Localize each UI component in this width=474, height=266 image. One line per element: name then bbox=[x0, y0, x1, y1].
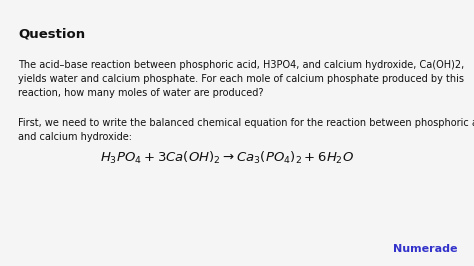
Text: Question: Question bbox=[18, 28, 85, 41]
Text: Numerade: Numerade bbox=[393, 244, 457, 254]
Text: First, we need to write the balanced chemical equation for the reaction between : First, we need to write the balanced che… bbox=[18, 118, 474, 142]
Text: $H_3PO_4 + 3Ca(OH)_2 \rightarrow Ca_3(PO_4)_2 + 6H_2O$: $H_3PO_4 + 3Ca(OH)_2 \rightarrow Ca_3(PO… bbox=[100, 150, 355, 167]
Text: The acid–base reaction between phosphoric acid, H3PO4, and calcium hydroxide, Ca: The acid–base reaction between phosphori… bbox=[18, 60, 464, 98]
